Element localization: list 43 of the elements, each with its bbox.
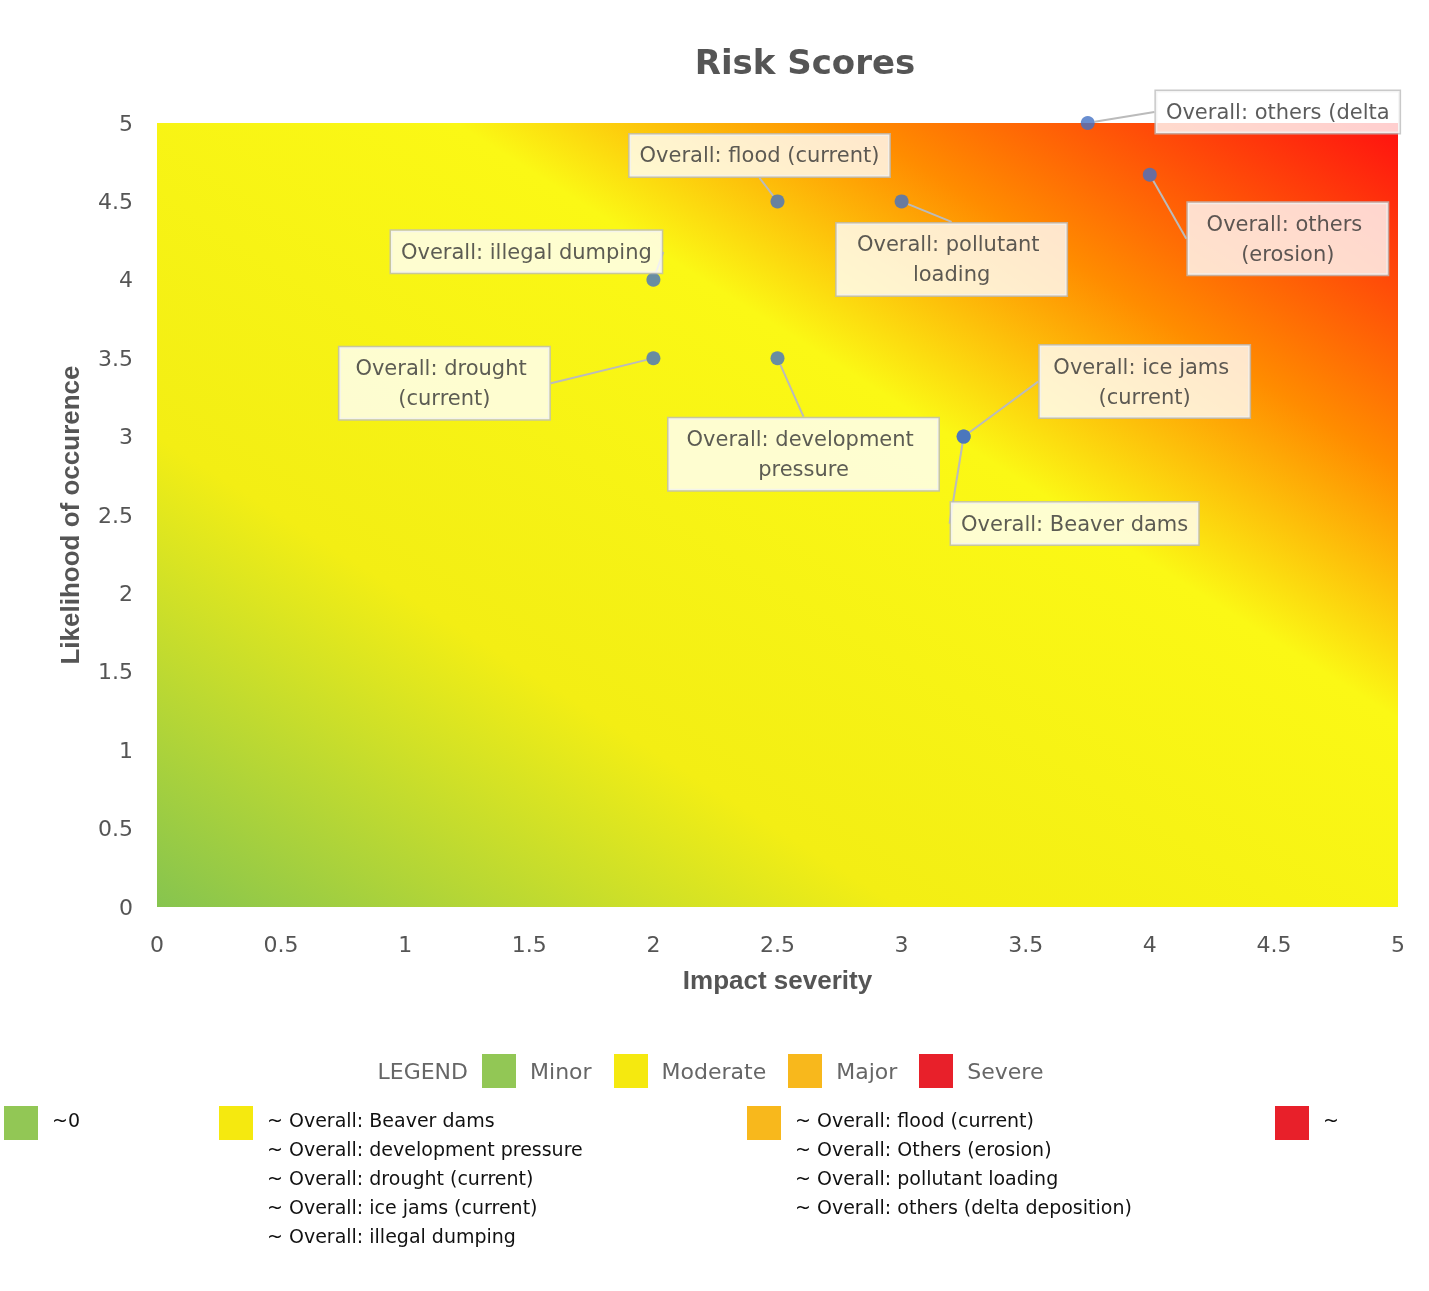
x-tick-label: 4.5 (1256, 931, 1292, 957)
x-axis-title: Impact severity (682, 965, 873, 995)
x-tick-label: 1.5 (511, 931, 547, 957)
x-tick-label: 0 (150, 931, 164, 957)
x-tick-label: 2.5 (760, 931, 795, 957)
y-tick-label: 1.5 (98, 659, 133, 685)
text: ~ Overall: Beaver dams ~ Overall: development pressure ~ Overall: drought (current) ~ Overall: ice jams (current) ~ Overall: illegal dumping (267, 1108, 583, 1249)
x-tick-label: 4 (1142, 931, 1157, 957)
y-tick-label: 1 (119, 737, 133, 763)
y-tick-label: 5 (119, 110, 133, 136)
text: Severe (967, 1058, 1044, 1084)
x-tick-label: 1 (398, 931, 413, 957)
chart-title: Risk Scores (694, 42, 916, 82)
y-tick-label: 2.5 (98, 502, 133, 528)
y-tick-label: 0.5 (98, 816, 133, 842)
text: ~ (1323, 1108, 1339, 1133)
x-tick-label: 3 (894, 931, 909, 957)
text: ~0 (52, 1108, 81, 1133)
x-tick-label: 2 (646, 931, 661, 957)
data-label: Overall: illegal dumping (400, 239, 652, 264)
data-label: Overall: drought (current) (355, 356, 534, 411)
y-tick-label: 0 (119, 894, 133, 920)
y-axis-title: Likelihood of occurence (55, 365, 85, 665)
y-tick-label: 3.5 (98, 345, 133, 371)
x-tick-label: 5 (1391, 931, 1405, 957)
data-label: Overall: Beaver dams (961, 511, 1189, 536)
x-tick-label: 0.5 (263, 931, 299, 957)
y-tick-label: 3 (119, 424, 133, 450)
text: ~ Overall: flood (current) ~ Overall: Others (erosion) ~ Overall: pollutant loading ~ Overall: others (delta deposition) (795, 1108, 1132, 1220)
y-tick-label: 2 (119, 580, 133, 606)
data-label: Overall: flood (current) (639, 143, 880, 168)
data-label: Overall: pollutant loading (856, 232, 1047, 287)
text: Major (836, 1058, 898, 1084)
data-label: Overall: others (erosion) (1206, 211, 1369, 266)
data-label: Overall: ice jams (current) (1053, 354, 1236, 409)
x-tick-label: 3.5 (1008, 931, 1044, 957)
data-label: Overall: development pressure (686, 427, 921, 482)
y-tick-label: 4 (119, 267, 133, 293)
data-label: Overall: others (delta (1165, 100, 1390, 124)
text: LEGEND (377, 1058, 469, 1084)
y-tick-label: 4.5 (98, 188, 133, 214)
text: Moderate (661, 1058, 767, 1084)
text: Minor (530, 1058, 592, 1084)
